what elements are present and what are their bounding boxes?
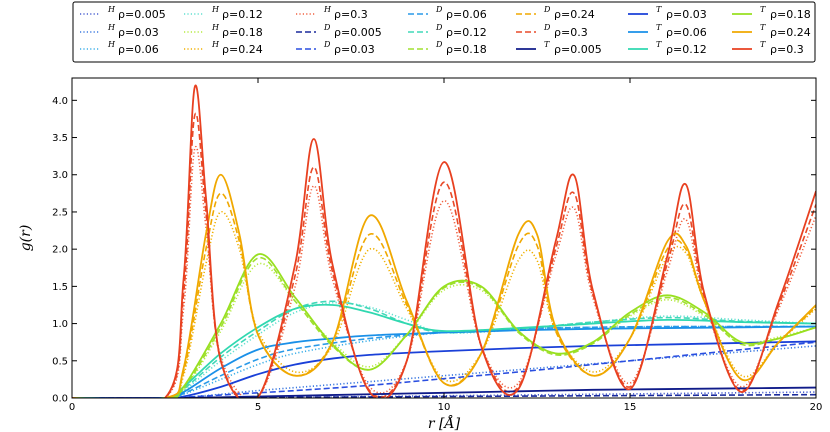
plot-frame: [71, 77, 817, 399]
series-line-D-0_24: [72, 192, 816, 398]
legend-label: ρ=0.005: [334, 26, 382, 39]
y-axis-label: g(r): [18, 225, 34, 252]
legend-label: ρ=0.12: [446, 26, 487, 39]
series-line-T-0_3: [72, 84, 816, 398]
series-line-T-0_18: [72, 253, 816, 398]
legend-model-label: D: [323, 23, 331, 32]
series-line-T-0_24: [72, 173, 816, 398]
legend-model-label: D: [435, 5, 443, 14]
legend-label: ρ=0.005: [554, 43, 602, 56]
legend-model-label: T: [656, 40, 662, 49]
legend-label: ρ=0.06: [666, 26, 707, 39]
legend-model-label: H: [211, 23, 220, 32]
legend-label: ρ=0.18: [446, 43, 487, 56]
series-line-D-0_06: [72, 325, 816, 398]
y-tick-label: 2.5: [52, 207, 68, 218]
legend-label: ρ=0.3: [334, 8, 368, 21]
x-tick-label: 10: [438, 402, 451, 413]
legend-label: ρ=0.12: [666, 43, 707, 56]
x-axis-label: r [Å]: [428, 414, 461, 432]
legend-model-label: T: [760, 40, 766, 49]
legend-label: ρ=0.3: [770, 43, 804, 56]
legend-model-label: H: [211, 40, 220, 49]
y-tick-label: 1.0: [52, 319, 68, 330]
legend-model-label: H: [107, 5, 116, 14]
series-lines: [72, 84, 816, 398]
legend-label: ρ=0.03: [334, 43, 375, 56]
y-tick-label: 0.5: [52, 356, 68, 367]
series-line-H-0_005: [72, 391, 816, 398]
x-tick-label: 5: [255, 402, 261, 413]
series-line-D-0_3: [72, 112, 816, 398]
legend-model-label: D: [435, 40, 443, 49]
legend-model-label: T: [544, 40, 550, 49]
legend-model-label: T: [760, 23, 766, 32]
series-line-D-0_12: [72, 300, 816, 398]
legend-label: ρ=0.24: [554, 8, 595, 21]
legend-model-label: T: [760, 5, 766, 14]
legend-label: ρ=0.03: [118, 26, 159, 39]
series-line-H-0_24: [72, 211, 816, 398]
x-tick-label: 15: [624, 402, 637, 413]
legend-model-label: T: [656, 23, 662, 32]
y-tick-label: 3.5: [52, 133, 68, 144]
legend-model-label: H: [323, 5, 332, 14]
legend-model-label: T: [656, 5, 662, 14]
legend-model-label: H: [211, 5, 220, 14]
legend-model-label: D: [323, 40, 331, 49]
series-line-T-0_12: [72, 303, 816, 398]
legend-label: ρ=0.18: [770, 8, 811, 21]
y-tick-label: 3.0: [52, 170, 68, 181]
y-tick-label: 0.0: [52, 394, 68, 405]
legend-label: ρ=0.06: [446, 8, 487, 21]
series-line-T-0_03: [72, 340, 816, 398]
legend-label: ρ=0.18: [222, 26, 263, 39]
legend-label: ρ=0.005: [118, 8, 166, 21]
x-tick-label: 20: [810, 402, 823, 413]
legend-model-label: H: [107, 23, 116, 32]
legend-label: ρ=0.3: [554, 26, 588, 39]
legend-model-label: D: [543, 23, 551, 32]
legend-label: ρ=0.03: [666, 8, 707, 21]
series-line-T-0_06: [72, 325, 816, 398]
legend-label: ρ=0.24: [222, 43, 263, 56]
y-tick-label: 4.0: [52, 96, 68, 107]
legend-label: ρ=0.12: [222, 8, 263, 21]
legend-label: ρ=0.06: [118, 43, 159, 56]
legend-model-label: H: [107, 40, 116, 49]
y-tick-label: 2.0: [52, 245, 68, 256]
legend-model-label: D: [435, 23, 443, 32]
legend-model-label: D: [543, 5, 551, 14]
series-line-H-0_18: [72, 262, 816, 398]
plot-area: 0 5 10 15 20 0.0 0.5 1.0 1.5 2.0 2.5 3.0 3.5 4.0 r [Å]…: [18, 77, 823, 432]
legend-label: ρ=0.24: [770, 26, 811, 39]
x-tick-label: 0: [69, 402, 75, 413]
y-tick-label: 1.5: [52, 282, 68, 293]
legend-frame: [72, 1, 816, 63]
